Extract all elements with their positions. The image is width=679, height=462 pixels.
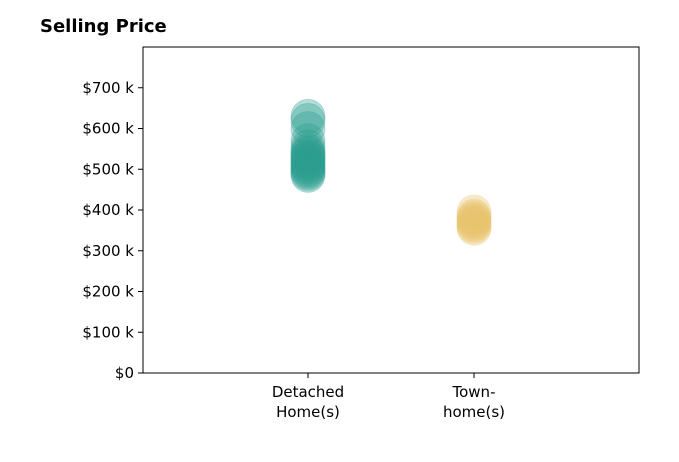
data-point <box>290 139 326 175</box>
y-tick-label: $400 k <box>82 201 134 219</box>
data-point <box>290 141 326 177</box>
data-point <box>290 137 326 173</box>
data-point <box>290 129 326 165</box>
y-tick-label: $500 k <box>82 160 134 178</box>
data-point <box>456 208 492 244</box>
data-point <box>290 147 326 183</box>
data-point <box>456 210 492 246</box>
data-point <box>290 98 326 134</box>
points-layer <box>290 98 492 246</box>
data-point <box>290 153 326 189</box>
plot-frame <box>142 46 640 374</box>
data-point <box>290 155 326 191</box>
data-point <box>290 151 326 187</box>
data-point <box>456 202 492 238</box>
y-tick-label: $200 k <box>82 283 134 301</box>
y-tick-label: $0 <box>115 364 134 382</box>
data-point <box>456 198 492 234</box>
data-point <box>290 111 326 146</box>
x-tick-label: Detached Home(s) <box>272 383 344 421</box>
data-point <box>456 204 492 240</box>
y-axis: $0 $100 k $200 k $300 k $400 k $500 k $600 k $7… <box>82 79 143 382</box>
data-point <box>456 206 492 242</box>
data-point <box>290 149 326 185</box>
y-tick-label: $700 k <box>82 79 134 97</box>
data-point <box>290 145 326 181</box>
data-point <box>456 194 492 230</box>
data-point <box>290 133 326 169</box>
y-tick-label: $600 k <box>82 120 134 138</box>
data-point <box>290 135 326 171</box>
chart-title: Selling Price <box>40 16 167 37</box>
data-point <box>456 200 492 236</box>
x-axis: Detached Home(s) Town-home(s) <box>272 373 505 421</box>
data-point <box>290 102 326 138</box>
data-point <box>290 143 326 179</box>
data-point <box>290 157 326 193</box>
y-tick-label: $100 k <box>82 323 134 341</box>
y-tick-label: $300 k <box>82 242 134 260</box>
x-tick-label: Town-home(s) <box>443 383 505 421</box>
data-point <box>290 123 326 159</box>
